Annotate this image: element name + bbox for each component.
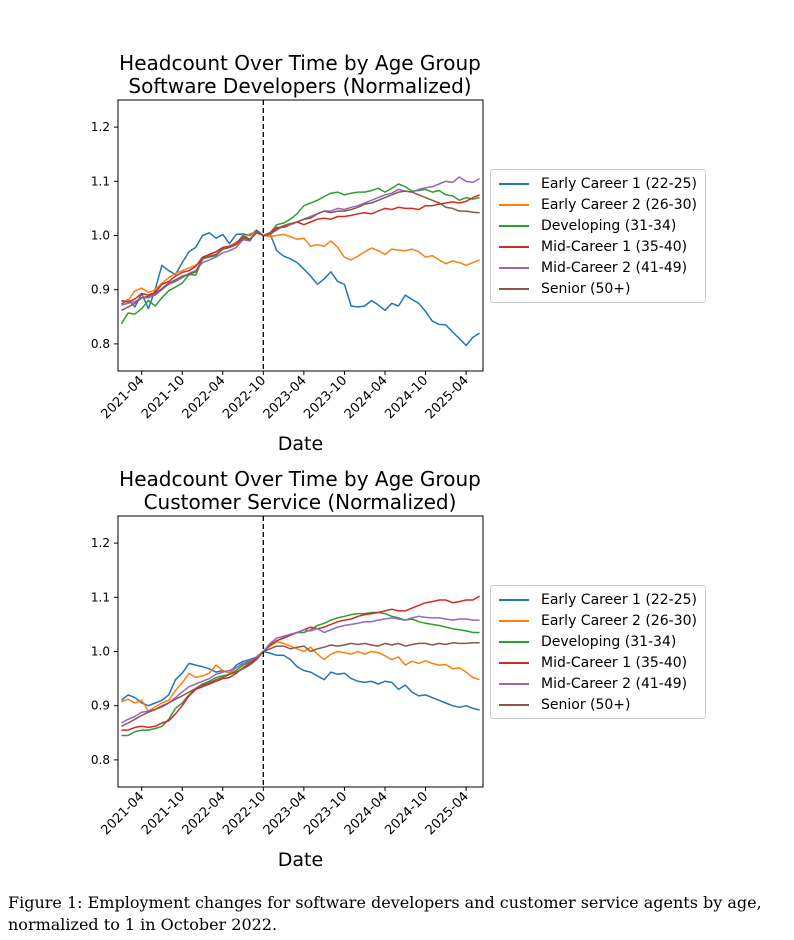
series-line-1 xyxy=(120,229,481,347)
series-line-4 xyxy=(121,194,480,303)
y-tick-label: 0.9 xyxy=(91,283,110,297)
x-tick-label: 2025-04 xyxy=(423,789,472,838)
legend-label: Mid-Career 2 (41-49) xyxy=(541,259,688,276)
x-tick-label: 2021-10 xyxy=(139,373,188,422)
legend-swatch xyxy=(499,661,529,664)
legend-label: Early Career 1 (22-25) xyxy=(541,591,698,608)
chart-software-developers: Headcount Over Time by Age Group Softwar… xyxy=(0,50,794,460)
legend-swatch xyxy=(499,619,529,622)
x-tick-label: 2022-04 xyxy=(180,373,229,422)
figure-caption: Figure 1: Employment changes for softwar… xyxy=(8,893,762,934)
legend-swatch xyxy=(499,203,529,206)
legend-item: Early Career 1 (22-25) xyxy=(499,173,697,194)
chart-title: Headcount Over Time by Age Group Custome… xyxy=(60,468,540,514)
x-tick-label: 2023-04 xyxy=(261,789,310,838)
chart-title-line-2: Software Developers (Normalized) xyxy=(128,74,472,98)
legend-swatch xyxy=(499,703,529,706)
chart-customer-service: Headcount Over Time by Age Group Custome… xyxy=(0,466,794,876)
x-tick-label: 2024-10 xyxy=(382,789,431,838)
y-tick-label: 0.9 xyxy=(91,699,110,713)
legend-item: Developing (31-34) xyxy=(499,215,697,236)
y-tick-label: 1.0 xyxy=(91,229,110,243)
y-tick-label: 1.0 xyxy=(91,645,110,659)
x-tick-label: 2021-04 xyxy=(98,373,147,422)
series-line-5 xyxy=(121,176,480,306)
legend-swatch xyxy=(499,224,529,227)
legend-item: Early Career 1 (22-25) xyxy=(499,589,697,610)
legend-swatch xyxy=(499,682,529,685)
legend-label: Early Career 1 (22-25) xyxy=(541,175,698,192)
legend-label: Developing (31-34) xyxy=(541,217,677,234)
y-tick-label: 0.8 xyxy=(91,337,110,351)
series-line-2 xyxy=(121,230,480,303)
x-axis-label: Date xyxy=(278,849,323,871)
legend-item: Developing (31-34) xyxy=(499,631,697,652)
series-line-5 xyxy=(121,615,480,724)
x-tick-label: 2023-10 xyxy=(301,373,350,422)
x-tick-label: 2025-04 xyxy=(423,373,472,422)
chart-plot-area: 0.8 0.9 1.0 1.1 1.2 2021-042021-102022-042022… xyxy=(91,515,484,871)
legend-label: Senior (50+) xyxy=(541,280,631,297)
x-tick-label: 2024-04 xyxy=(342,373,391,422)
x-tick-label: 2021-10 xyxy=(139,789,188,838)
legend-item: Senior (50+) xyxy=(499,694,697,715)
x-tick-label: 2024-10 xyxy=(382,373,431,422)
x-axis-label: Date xyxy=(278,433,323,455)
series-line-3 xyxy=(121,611,480,737)
x-tick-label: 2022-04 xyxy=(180,789,229,838)
chart-title-line-1: Headcount Over Time by Age Group xyxy=(119,51,481,75)
legend-swatch xyxy=(499,266,529,269)
series-line-2 xyxy=(121,640,480,712)
chart-legend: Early Career 1 (22-25) Early Career 2 (26… xyxy=(490,169,707,303)
chart-title: Headcount Over Time by Age Group Softwar… xyxy=(60,52,540,98)
legend-swatch xyxy=(499,640,529,643)
y-tick-label: 1.2 xyxy=(91,120,110,134)
series-line-6 xyxy=(121,642,480,727)
legend-item: Mid-Career 2 (41-49) xyxy=(499,257,697,278)
legend-item: Mid-Career 1 (35-40) xyxy=(499,236,697,257)
series-line-1 xyxy=(120,650,480,711)
legend-swatch xyxy=(499,287,529,290)
legend-label: Mid-Career 1 (35-40) xyxy=(541,654,688,671)
legend-swatch xyxy=(499,182,529,185)
legend-item: Early Career 2 (26-30) xyxy=(499,610,697,631)
x-tick-label: 2022-10 xyxy=(220,373,269,422)
legend-item: Senior (50+) xyxy=(499,278,697,299)
chart-title-line-1: Headcount Over Time by Age Group xyxy=(119,467,481,491)
legend-label: Mid-Career 2 (41-49) xyxy=(541,675,688,692)
axes-frame xyxy=(117,99,484,372)
legend-label: Developing (31-34) xyxy=(541,633,677,650)
legend-label: Early Career 2 (26-30) xyxy=(541,612,698,629)
x-tick-label: 2023-10 xyxy=(301,789,350,838)
y-tick-label: 1.1 xyxy=(91,590,110,604)
legend-label: Senior (50+) xyxy=(541,696,631,713)
legend-item: Mid-Career 1 (35-40) xyxy=(499,652,697,673)
x-tick-label: 2022-10 xyxy=(220,789,269,838)
legend-swatch xyxy=(499,598,529,601)
legend-item: Early Career 2 (26-30) xyxy=(499,194,697,215)
legend-label: Early Career 2 (26-30) xyxy=(541,196,698,213)
chart-plot-area: 0.8 0.9 1.0 1.1 1.2 2021-042021-102022-042022… xyxy=(91,99,484,455)
x-tick-label: 2024-04 xyxy=(342,789,391,838)
x-tick-label: 2021-04 xyxy=(98,789,147,838)
y-tick-label: 0.8 xyxy=(91,753,110,767)
chart-title-line-2: Customer Service (Normalized) xyxy=(143,490,457,514)
series-line-6 xyxy=(121,190,480,311)
legend-swatch xyxy=(499,245,529,248)
y-tick-label: 1.1 xyxy=(91,174,110,188)
y-tick-label: 1.2 xyxy=(91,536,110,550)
chart-legend: Early Career 1 (22-25) Early Career 2 (26… xyxy=(490,585,707,719)
x-tick-label: 2023-04 xyxy=(261,373,310,422)
axes-frame xyxy=(117,515,484,788)
legend-item: Mid-Career 2 (41-49) xyxy=(499,673,697,694)
series-line-3 xyxy=(120,183,480,325)
legend-label: Mid-Career 1 (35-40) xyxy=(541,238,688,255)
